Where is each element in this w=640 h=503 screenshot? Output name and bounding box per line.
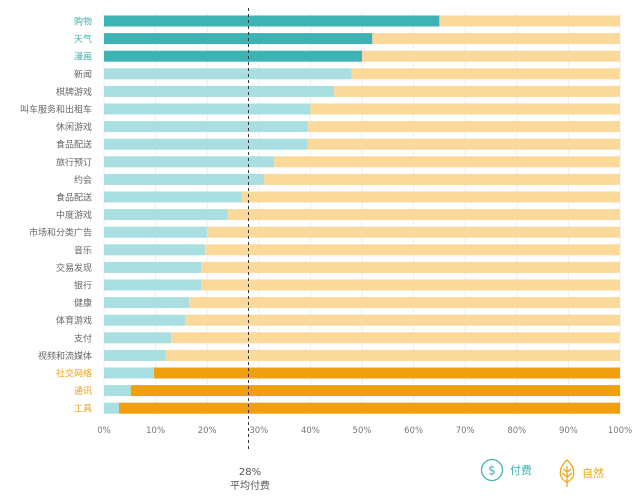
category-label: 市场和分类广告 — [29, 227, 92, 239]
bar-organic — [307, 121, 620, 133]
bar-paid — [104, 103, 311, 115]
bar-paid — [104, 156, 275, 168]
category-label: 休闲游戏 — [56, 121, 92, 133]
bar-paid — [104, 244, 206, 256]
x-tick-label: 20% — [198, 426, 217, 436]
category-label: 通讯 — [74, 386, 92, 397]
category-label: 约会 — [74, 174, 92, 186]
svg-text:$: $ — [488, 464, 496, 478]
bar-organic — [201, 279, 620, 291]
category-label: 叫车服务和出租车 — [20, 104, 92, 116]
x-tick-label: 70% — [456, 426, 475, 436]
bar-paid — [104, 385, 131, 397]
bar-paid — [104, 68, 352, 80]
bar-organic — [362, 50, 620, 62]
average-value: 28% — [238, 467, 262, 478]
category-label: 视频和流媒体 — [38, 350, 92, 362]
bar-organic — [189, 297, 620, 309]
bar-organic — [207, 226, 620, 238]
legend-paid: $ 付费 — [480, 458, 532, 482]
bar-paid — [104, 279, 202, 291]
bar-paid — [104, 367, 155, 379]
category-label: 音乐 — [74, 244, 92, 256]
bar-organic — [185, 314, 620, 326]
bar-paid — [104, 349, 166, 361]
bar-paid — [104, 85, 335, 97]
leaf-icon — [559, 459, 575, 487]
bar-organic — [130, 385, 620, 397]
category-label: 工具 — [74, 404, 92, 415]
category-label: 漫画 — [74, 51, 92, 63]
bar-organic — [227, 209, 620, 221]
bar-paid — [104, 226, 208, 238]
category-label: 支付 — [74, 332, 92, 344]
dollar-circle-icon: $ — [480, 458, 504, 482]
x-tick-label: 100% — [608, 426, 632, 436]
category-label: 棋牌游戏 — [56, 86, 92, 98]
category-label: 购物 — [74, 16, 92, 28]
bar-organic — [154, 367, 620, 379]
x-tick-label: 10% — [146, 426, 165, 436]
bar-paid — [104, 173, 264, 185]
bar-organic — [205, 244, 621, 256]
stacked-bar-chart: 0% 10% 20% 30% 40% 50% 60% 70% 80% 90% 100% 购物天气漫画新… — [20, 8, 632, 450]
bar-organic — [165, 349, 621, 361]
bar-organic — [274, 156, 620, 168]
bar-organic — [310, 103, 620, 115]
bar-paid — [104, 33, 373, 45]
bar-paid — [104, 402, 119, 414]
bar-organic — [307, 138, 620, 150]
average-label: 平均付费 — [230, 481, 270, 492]
category-label: 中度游戏 — [56, 209, 92, 221]
bar-paid — [104, 191, 242, 203]
x-tick-label: 60% — [404, 426, 423, 436]
category-label: 食品配送 — [56, 139, 92, 151]
bar-paid — [104, 332, 172, 344]
category-label: 银行 — [74, 280, 92, 292]
legend-organic-label: 自然 — [582, 467, 604, 480]
x-tick-label: 50% — [353, 426, 372, 436]
category-label: 新闻 — [74, 68, 92, 80]
x-tick-label: 80% — [507, 426, 526, 436]
bar-paid — [104, 261, 202, 273]
bar-organic — [171, 332, 620, 344]
category-label: 健康 — [74, 297, 92, 309]
average-annotation: 28% 平均付费 — [220, 466, 280, 494]
category-label: 天气 — [74, 33, 92, 45]
x-tick-label: 90% — [559, 426, 578, 436]
bar-organic — [118, 402, 621, 414]
x-tick-label: 0% — [97, 426, 111, 436]
category-label: 社交网络 — [56, 368, 92, 380]
x-tick-label: 30% — [249, 426, 268, 436]
bar-organic — [263, 173, 620, 185]
x-tick-label: 40% — [301, 426, 320, 436]
bar-organic — [334, 85, 620, 97]
bar-organic — [241, 191, 620, 203]
category-label: 旅行预订 — [56, 156, 92, 168]
bar-paid — [104, 121, 308, 133]
bar-organic — [439, 15, 620, 27]
bar-organic — [351, 68, 620, 80]
legend-paid-label: 付费 — [510, 464, 532, 477]
bar-paid — [104, 50, 362, 62]
category-label: 交易发现 — [56, 262, 92, 274]
bar-paid — [104, 297, 190, 309]
bar-paid — [104, 209, 228, 221]
bar-paid — [104, 138, 308, 150]
bar-paid — [104, 314, 186, 326]
bar-organic — [372, 33, 620, 45]
legend-organic: 自然 — [556, 458, 604, 488]
bar-organic — [201, 261, 620, 273]
bar-paid — [104, 15, 440, 27]
category-label: 体育游戏 — [56, 315, 92, 327]
category-label: 食品配送 — [56, 192, 92, 204]
